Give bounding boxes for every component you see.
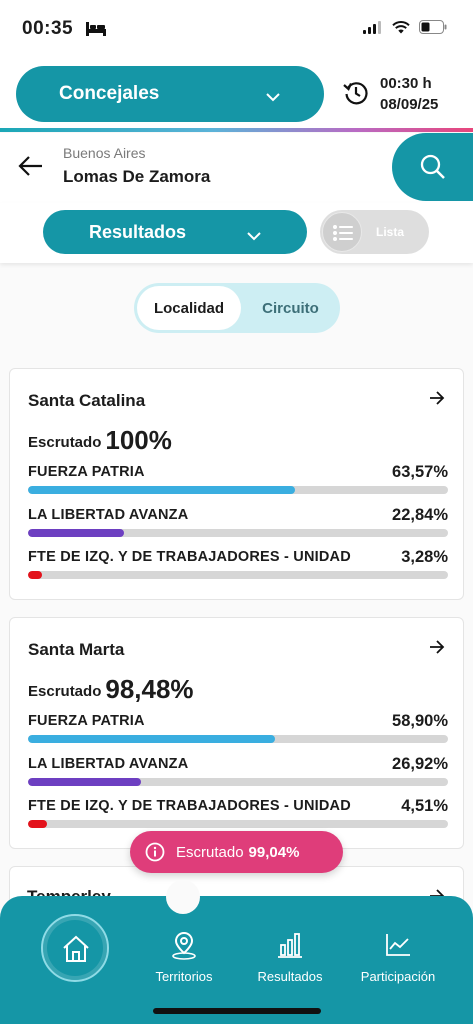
app-header: Concejales 00:30 h 08/09/25 <box>0 58 473 132</box>
history-clock-icon[interactable] <box>343 80 369 111</box>
locality-card[interactable]: Santa Catalina Escrutado 100% FUERZA PATR… <box>9 368 464 600</box>
list-icon <box>333 225 353 241</box>
badge-label: Escrutado <box>176 843 244 861</box>
bar-chart-icon <box>278 933 302 958</box>
battery-icon <box>419 20 447 39</box>
home-button[interactable] <box>41 914 109 982</box>
province-label: Buenos Aires <box>63 145 146 161</box>
scrutiny-value: 98,48% <box>105 674 194 704</box>
locality-name: Santa Marta <box>28 640 125 659</box>
party-bar <box>28 735 448 743</box>
party-bar <box>28 571 448 579</box>
party-bar-fill <box>28 529 124 537</box>
category-selector[interactable]: Concejales <box>16 66 324 122</box>
cellular-signal-icon <box>363 20 383 39</box>
scrutiny: Escrutado 100% <box>28 425 172 456</box>
locality-name: Santa Catalina <box>28 391 146 410</box>
party-bar-fill <box>28 486 295 494</box>
category-label: Concejales <box>59 83 160 104</box>
nav-label: Participación <box>360 969 436 984</box>
party-percentage: 63,57% <box>392 463 448 481</box>
segment-circuito[interactable]: Circuito <box>262 299 319 317</box>
search-button[interactable] <box>392 133 473 201</box>
status-time: 00:35 <box>22 18 74 39</box>
home-icon <box>63 935 89 962</box>
home-indicator <box>153 1008 321 1014</box>
list-toggle[interactable]: Lista <box>320 210 429 254</box>
party-bar <box>28 529 448 537</box>
nav-label: Territorios <box>155 969 213 984</box>
party-percentage: 3,28% <box>401 548 448 566</box>
update-date: 08/09/25 <box>380 96 439 113</box>
last-update: 00:30 h 08/09/25 <box>380 73 438 115</box>
nav-notch <box>166 880 200 914</box>
scrutiny-label: Escrutado <box>28 434 102 451</box>
view-selector[interactable]: Resultados <box>43 210 307 254</box>
party-bar-fill <box>28 571 42 579</box>
badge-value: 99,04% <box>248 843 300 861</box>
party-bar <box>28 820 448 828</box>
party-name: FTE DE IZQ. Y DE TRABAJADORES - UNIDAD <box>28 549 351 565</box>
back-arrow-icon[interactable] <box>18 155 44 182</box>
nav-resultados[interactable]: Resultados <box>250 930 330 984</box>
party-bar <box>28 778 448 786</box>
party-name: FUERZA PATRIA <box>28 713 145 729</box>
line-chart-icon <box>386 934 410 956</box>
chevron-down-icon <box>247 225 261 246</box>
party-percentage: 58,90% <box>392 712 448 730</box>
arrow-right-icon[interactable] <box>429 640 445 659</box>
party-bar <box>28 486 448 494</box>
update-time: 00:30 h <box>380 75 432 92</box>
header-divider <box>0 128 473 132</box>
view-selector-label: Resultados <box>89 221 187 242</box>
status-bar: 00:35 <box>0 0 473 58</box>
wifi-icon <box>392 20 410 39</box>
view-bar: Resultados Lista <box>0 203 473 263</box>
info-icon <box>145 842 165 866</box>
party-name: LA LIBERTAD AVANZA <box>28 507 189 523</box>
nav-label: Resultados <box>257 969 323 984</box>
search-icon <box>420 154 445 179</box>
location-bar: Buenos Aires Lomas De Zamora <box>0 133 473 203</box>
party-name: FTE DE IZQ. Y DE TRABAJADORES - UNIDAD <box>28 798 351 814</box>
party-percentage: 26,92% <box>392 755 448 773</box>
party-bar-fill <box>28 778 142 786</box>
scrutiny: Escrutado 98,48% <box>28 674 194 705</box>
locality-card[interactable]: Santa Marta Escrutado 98,48% FUERZA PATRI… <box>9 617 464 849</box>
party-bar-fill <box>28 735 276 743</box>
scrutiny-label: Escrutado <box>28 683 102 700</box>
map-pin-icon <box>172 931 196 960</box>
toggle-knob <box>322 212 362 252</box>
level-segmented-control: Localidad Circuito <box>134 283 340 333</box>
party-bar-fill <box>28 820 47 828</box>
party-name: FUERZA PATRIA <box>28 464 145 480</box>
nav-participacion[interactable]: Participación <box>352 930 444 984</box>
segment-localidad[interactable]: Localidad <box>137 286 241 330</box>
toggle-label: Lista <box>376 225 405 239</box>
bed-icon <box>86 22 106 41</box>
total-scrutiny-badge[interactable]: Escrutado 99,04% <box>130 831 343 873</box>
arrow-right-icon[interactable] <box>429 391 445 410</box>
scrutiny-value: 100% <box>105 425 172 455</box>
party-percentage: 4,51% <box>401 797 448 815</box>
status-icons <box>363 20 447 39</box>
party-name: LA LIBERTAD AVANZA <box>28 756 189 772</box>
city-label: Lomas De Zamora <box>63 167 211 186</box>
nav-territorios[interactable]: Territorios <box>144 930 224 984</box>
party-percentage: 22,84% <box>392 506 448 524</box>
chevron-down-icon <box>266 86 280 108</box>
